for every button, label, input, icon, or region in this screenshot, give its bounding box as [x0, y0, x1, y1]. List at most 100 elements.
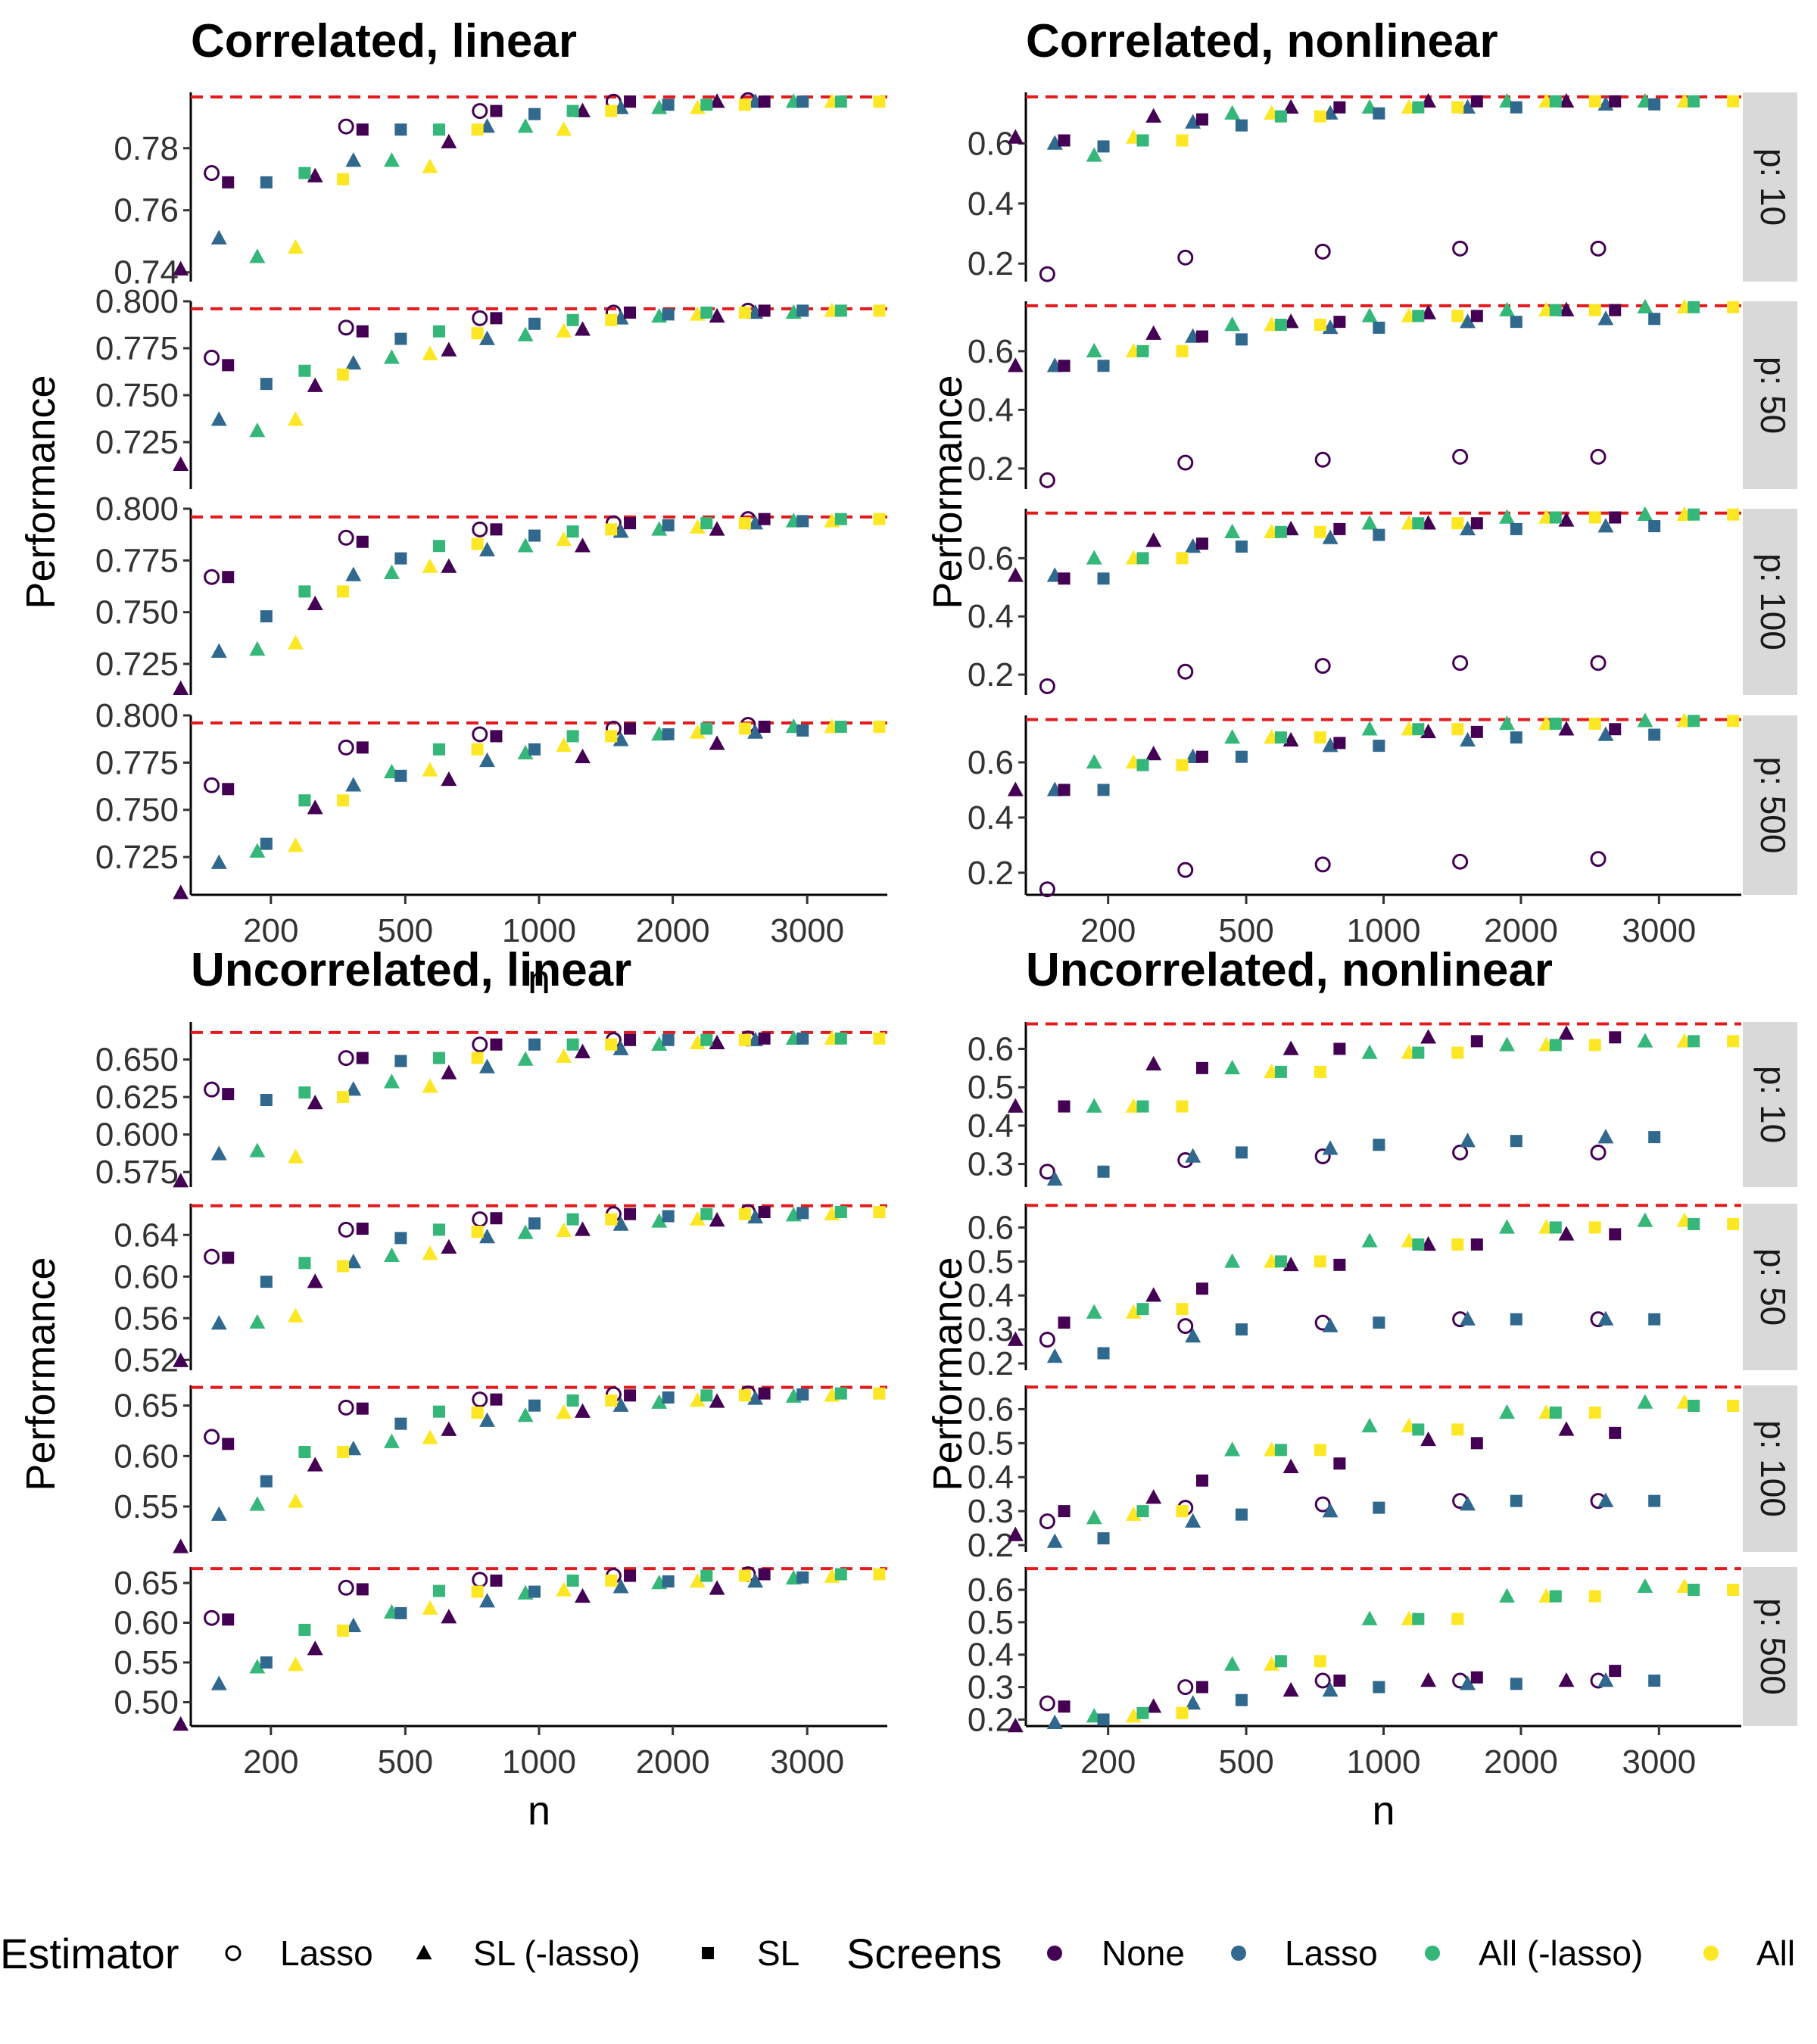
y-axis-title: Performance [18, 1257, 64, 1491]
point-sl [1451, 1423, 1464, 1436]
point-sl [796, 1032, 809, 1045]
point-sl-minus-lasso [1420, 1431, 1437, 1447]
point-sl [394, 769, 407, 782]
y-tick-label: 0.5 [968, 1069, 1014, 1106]
point-sl [356, 1583, 369, 1596]
point-sl [1727, 301, 1740, 313]
point-sl [222, 359, 235, 372]
x-tick-label: 500 [1218, 1743, 1273, 1781]
point-sl [1195, 1474, 1208, 1487]
point-sl-minus-lasso [479, 1058, 495, 1073]
point-sl [1235, 119, 1248, 132]
facet-strip [1743, 1022, 1797, 1187]
point-sl [738, 1033, 751, 1046]
legend-screen-label: All (-lasso) [1479, 1933, 1643, 1973]
point-sl-minus-lasso [288, 238, 304, 254]
point-sl [337, 1091, 350, 1104]
point-sl [260, 176, 273, 189]
point-sl [394, 332, 407, 345]
point-sl-minus-lasso [1322, 529, 1339, 544]
y-tick-label: 0.3 [968, 1669, 1014, 1706]
point-sl [700, 1207, 713, 1220]
point-sl-minus-lasso [307, 1095, 323, 1110]
point-sl [260, 1276, 273, 1288]
point-lasso-estimator [204, 349, 220, 366]
y-tick-label: 0.56 [114, 1300, 179, 1337]
point-sl [1195, 330, 1208, 343]
point-sl-minus-lasso [345, 354, 362, 370]
x-tick-label: 500 [1218, 912, 1273, 949]
point-lasso-estimator [1590, 448, 1607, 465]
point-sl [1314, 110, 1326, 123]
point-sl [1451, 1046, 1464, 1059]
point-sl [1588, 95, 1601, 107]
point-sl [432, 123, 445, 136]
point-lasso-estimator [338, 739, 354, 756]
point-lasso-estimator [1177, 1318, 1194, 1335]
point-sl-minus-lasso [1046, 1170, 1063, 1186]
point-sl [471, 1226, 484, 1239]
point-sl-minus-lasso [1282, 1681, 1299, 1697]
point-sl [834, 95, 847, 108]
point-lasso-estimator [1177, 454, 1194, 471]
point-sl [298, 167, 311, 179]
point-sl [394, 552, 407, 565]
point-lasso-estimator [472, 1211, 488, 1228]
point-sl-minus-lasso [249, 422, 266, 438]
point-sl [528, 1038, 541, 1051]
point-sl [1314, 731, 1326, 744]
point-sl [222, 571, 235, 584]
point-sl [471, 1585, 484, 1598]
point-sl-minus-lasso [307, 1640, 323, 1656]
point-sl [1195, 1282, 1208, 1295]
point-sl [1176, 344, 1189, 357]
y-tick-label: 0.3 [968, 1493, 1014, 1530]
point-sl [1176, 1505, 1189, 1518]
point-sl-minus-lasso [307, 1457, 323, 1472]
point-sl [1451, 101, 1464, 114]
y-tick-label: 0.65 [114, 1565, 179, 1602]
point-sl-minus-lasso [441, 1421, 457, 1436]
point-sl [528, 107, 541, 120]
point-sl [1195, 113, 1208, 126]
point-sl [566, 1574, 579, 1587]
point-sl [356, 123, 369, 136]
point-lasso-estimator [1039, 881, 1055, 898]
point-sl [605, 1038, 618, 1051]
point-sl-minus-lasso [288, 837, 304, 852]
point-sl-minus-lasso [575, 1588, 591, 1603]
point-sl [1727, 715, 1740, 728]
point-sl [758, 304, 771, 317]
point-sl [1373, 528, 1385, 541]
point-sl-minus-lasso [422, 1078, 438, 1093]
point-sl-minus-lasso [345, 777, 362, 792]
point-sl [1373, 1316, 1385, 1329]
point-sl [1470, 1238, 1483, 1251]
y-tick-label: 0.625 [95, 1079, 179, 1116]
point-sl [662, 1033, 675, 1046]
point-lasso-estimator [1314, 1148, 1331, 1164]
chart-title: Correlated, linear [191, 15, 577, 67]
point-sl [260, 610, 273, 623]
x-tick-label: 1000 [502, 912, 576, 949]
point-sl-minus-lasso [556, 1048, 572, 1063]
point-sl [356, 1402, 369, 1415]
point-sl-minus-lasso [210, 854, 227, 869]
point-sl [1097, 360, 1110, 372]
facet-panel: 0.30.40.50.6 p: 10 [968, 1022, 1797, 1187]
point-sl [1588, 511, 1601, 524]
point-sl-minus-lasso [556, 1581, 572, 1597]
point-sl [1136, 344, 1149, 357]
chart-block-3: Uncorrelated, linear0.5750.6000.6250.650… [18, 944, 887, 1834]
point-sl-minus-lasso [1597, 1310, 1614, 1326]
point-sl [738, 722, 751, 735]
facet-strip [1743, 509, 1797, 695]
point-sl [1688, 301, 1700, 313]
point-sl [566, 1394, 579, 1407]
x-tick-label: 200 [1080, 912, 1136, 949]
point-sl-minus-lasso [210, 1675, 227, 1690]
point-sl [1470, 517, 1483, 530]
x-tick-label: 1000 [1347, 1743, 1421, 1781]
